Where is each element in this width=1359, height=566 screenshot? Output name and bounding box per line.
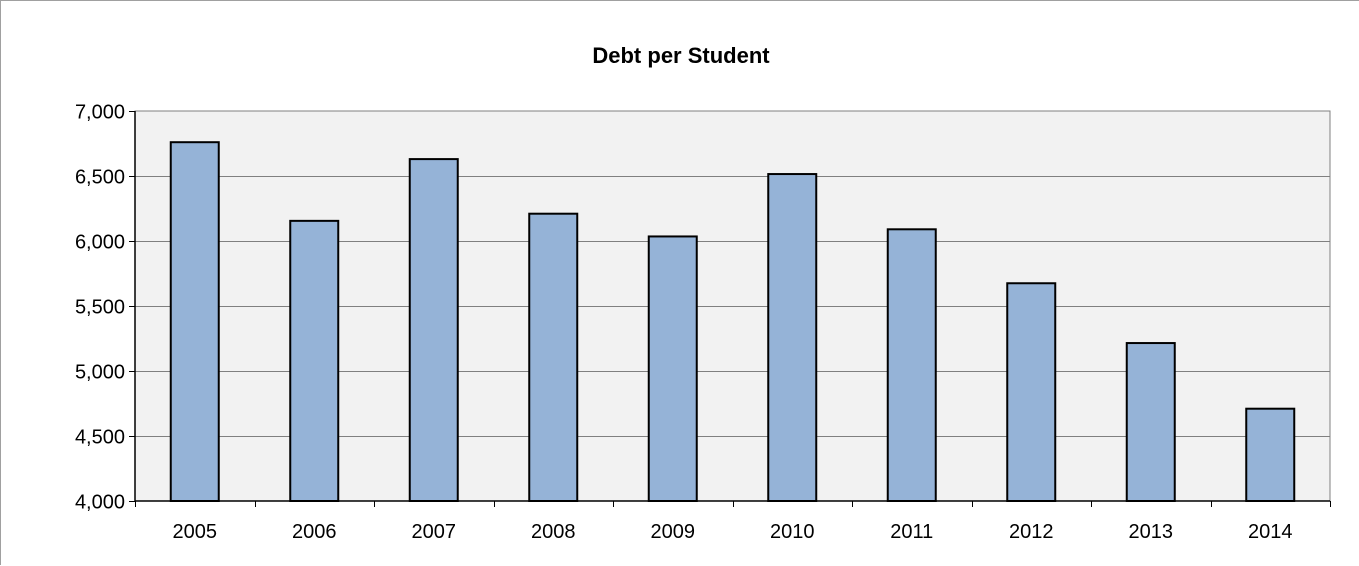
y-tick-labels: 4,000 4,500 5,000 5,500 6,000 6,500 7,000 bbox=[75, 102, 125, 514]
bar-2014 bbox=[1245, 407, 1296, 503]
y-tick-label: 6,000 bbox=[75, 232, 125, 254]
bar-2005 bbox=[169, 141, 220, 502]
x-tick-label: 2009 bbox=[651, 521, 696, 543]
bar-2007 bbox=[408, 158, 459, 502]
x-tick-label: 2008 bbox=[531, 521, 576, 543]
y-tick-label: 4,000 bbox=[75, 492, 125, 514]
y-tick-label: 6,500 bbox=[75, 167, 125, 189]
x-tick-label: 2007 bbox=[412, 521, 457, 543]
bar-2006 bbox=[289, 219, 340, 502]
bar-2013 bbox=[1125, 342, 1176, 502]
x-tick-labels: 2005 2006 2007 2008 2009 2010 2011 2012 2013 2014 bbox=[173, 521, 1293, 543]
y-tick-label: 5,500 bbox=[75, 297, 125, 319]
bar-2011 bbox=[886, 228, 937, 503]
y-tick-label: 7,000 bbox=[75, 102, 125, 124]
chart-title: Debt per Student bbox=[592, 43, 770, 68]
bar-2008 bbox=[528, 212, 579, 502]
bar-2010 bbox=[767, 173, 818, 503]
x-tick-label: 2013 bbox=[1129, 521, 1174, 543]
x-tick-label: 2012 bbox=[1009, 521, 1054, 543]
x-tick-label: 2006 bbox=[292, 521, 337, 543]
x-tick-label: 2014 bbox=[1248, 521, 1293, 543]
axes bbox=[129, 111, 1331, 507]
bar-2012 bbox=[1006, 282, 1057, 502]
y-tick-label: 5,000 bbox=[75, 362, 125, 384]
bars bbox=[169, 141, 1296, 503]
y-tick-label: 4,500 bbox=[75, 427, 125, 449]
x-tick-label: 2005 bbox=[173, 521, 218, 543]
x-tick-label: 2010 bbox=[770, 521, 815, 543]
x-tick-label: 2011 bbox=[890, 521, 933, 543]
bar-2009 bbox=[647, 235, 698, 502]
